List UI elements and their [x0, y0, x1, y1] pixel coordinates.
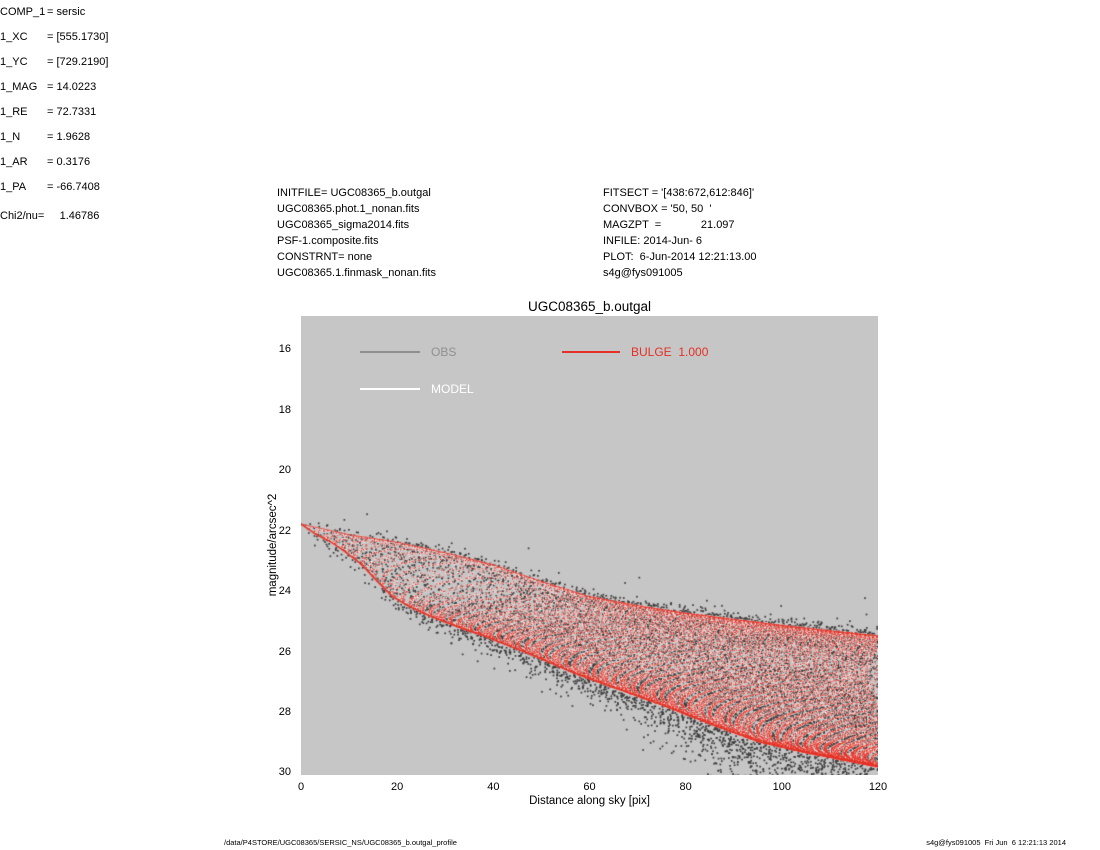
y-tick-label: 28	[278, 706, 291, 718]
legend-label-model: MODEL	[431, 382, 474, 396]
parameter-value: = [729.2190]	[47, 56, 109, 68]
plot-title: UGC08365_b.outgal	[527, 299, 652, 314]
parameter-value: = sersic	[47, 6, 86, 18]
info-line: INFILE: 2014-Jun- 6	[603, 235, 703, 247]
x-tick-label: 40	[487, 781, 500, 793]
y-tick-label: 22	[278, 524, 291, 537]
fit-parameter-rows: COMP_1 = sersic 1_XC = [555.1730] 1_YC = [729…	[0, 0, 1100, 200]
plot-area: OBS MODEL BULGE 1.000	[301, 316, 878, 775]
chi2-value: Chi2/nu= 1.46786	[0, 210, 100, 222]
info-line: PLOT: 6-Jun-2014 12:21:13.00	[603, 251, 757, 263]
info-line: PSF-1.composite.fits	[277, 235, 379, 247]
parameter-value: = 72.7331	[47, 106, 97, 118]
y-tick-label: 26	[278, 645, 291, 658]
parameter-value: = -66.7408	[47, 181, 100, 193]
y-tick-label: 20	[278, 464, 291, 477]
user-timestamp: s4g@fys091005 Fri Jun 6 12:21:13 2014	[926, 838, 1066, 847]
legend-label-obs: OBS	[431, 345, 457, 359]
info-line: s4g@fys091005	[603, 267, 683, 279]
info-line: CONSTRNT= none	[277, 251, 373, 263]
fit-parameter: 1_YC = [729.2190]	[0, 50, 1100, 75]
fit-parameter: 1_XC = [555.1730]	[0, 25, 1100, 50]
x-tick-label: 80	[679, 781, 692, 793]
fit-parameter: 1_AR = 0.3176	[0, 150, 1100, 175]
info-line: FITSECT = '[438:672,612:846]'	[603, 187, 755, 199]
info-line: UGC08365.phot.1_nonan.fits	[277, 203, 420, 215]
x-tick-label: 20	[391, 781, 404, 793]
parameter-name: 1_RE	[0, 106, 28, 118]
input-files-block: INITFILE= UGC08365_b.outgal UGC08365.phot…	[277, 185, 436, 281]
parameter-name: 1_XC	[0, 31, 28, 43]
x-tick-label: 100	[772, 781, 791, 793]
info-line: INITFILE= UGC08365_b.outgal	[277, 187, 431, 199]
fit-settings-block: FITSECT = '[438:672,612:846]' CONVBOX = '…	[603, 185, 757, 281]
parameter-name: 1_YC	[0, 56, 28, 68]
parameter-name: 1_AR	[0, 156, 28, 168]
output-file-path: /data/P4STORE/UGC08365/SERSIC_NS/UGC0836…	[224, 838, 457, 847]
x-tick-label: 120	[868, 781, 888, 793]
x-tick-label: 0	[297, 781, 305, 793]
parameter-value: = 14.0223	[47, 81, 97, 93]
y-axis-label: magnitude/arcsec^2	[267, 493, 279, 597]
info-line: MAGZPT = 21.097	[603, 219, 735, 231]
parameter-name: 1_MAG	[0, 81, 38, 93]
legend-label-bulge: BULGE 1.000	[631, 345, 709, 359]
info-line: UGC08365_sigma2014.fits	[277, 219, 410, 231]
info-line: CONVBOX = '50, 50 '	[603, 203, 712, 215]
x-axis-label: Distance along sky [pix]	[529, 795, 650, 807]
legend-line-obs	[360, 351, 420, 353]
legend-line-bulge	[562, 351, 620, 353]
y-tick-label: 24	[278, 585, 291, 598]
y-tick-label: 30	[278, 766, 291, 779]
fit-parameter: 1_MAG = 14.0223	[0, 75, 1100, 100]
parameter-name: 1_N	[0, 131, 21, 143]
parameter-value: = [555.1730]	[47, 31, 109, 43]
x-tick-label: 60	[583, 781, 596, 793]
info-line: UGC08365.1.finmask_nonan.fits	[277, 267, 436, 279]
fit-parameter: COMP_1 = sersic	[0, 0, 1100, 25]
profile-scatter-canvas	[301, 316, 878, 775]
y-tick-label: 16	[278, 343, 291, 356]
parameter-value: = 1.9628	[47, 131, 91, 143]
parameter-name: 1_PA	[0, 181, 27, 193]
parameter-value: = 0.3176	[47, 156, 91, 168]
fit-parameter: 1_PA = -66.7408	[0, 175, 1100, 200]
fit-parameter: 1_RE = 72.7331	[0, 100, 1100, 125]
fit-parameter: 1_N = 1.9628	[0, 125, 1100, 150]
y-tick-label: 18	[278, 403, 291, 416]
parameter-name: COMP_1	[0, 6, 46, 18]
legend-line-model	[360, 388, 420, 390]
fit-parameters-block: COMP_1 = sersic 1_XC = [555.1730] 1_YC = [729…	[0, 0, 1100, 222]
